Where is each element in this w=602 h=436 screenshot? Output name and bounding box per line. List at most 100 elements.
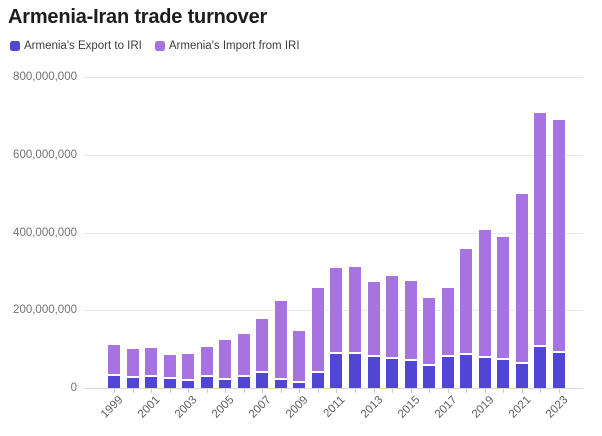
bar-segment-export-2007 (255, 372, 270, 388)
x-axis-label-2023: 2023 (543, 394, 571, 421)
x-axis-baseline (84, 388, 583, 389)
x-axis-label-2001: 2001 (135, 394, 163, 421)
bar-segment-import-2004 (199, 346, 214, 377)
bar-segment-import-2012 (348, 265, 363, 353)
x-axis-tick (484, 389, 486, 393)
bar-segment-export-2006 (236, 376, 251, 388)
y-axis-tick-label: 800,000,000 (13, 71, 77, 83)
x-axis-tick (225, 389, 227, 393)
x-axis-tick (410, 389, 412, 393)
y-gridline (84, 232, 583, 234)
bar-segment-import-2005 (218, 339, 233, 379)
bar-segment-import-2020 (496, 235, 511, 360)
bar-segment-export-2014 (385, 358, 400, 388)
x-axis-tick (151, 389, 153, 393)
bar-segment-export-2016 (422, 364, 437, 388)
legend-item-import: Armenia's Import from IRI (154, 40, 300, 52)
bar-segment-export-2021 (514, 362, 529, 388)
bar-segment-export-2013 (366, 355, 381, 388)
bar-segment-import-2021 (514, 192, 529, 363)
bar-segment-import-2015 (403, 280, 418, 361)
bar-segment-export-2002 (162, 378, 177, 388)
import-color-swatch (154, 41, 165, 51)
x-axis-tick (466, 389, 468, 393)
y-axis-tick-label: 400,000,000 (13, 226, 77, 239)
x-axis-label-2007: 2007 (247, 394, 274, 421)
x-axis-label-2019: 2019 (469, 394, 497, 421)
bar-segment-import-2022 (533, 111, 548, 346)
bar-segment-import-2013 (366, 281, 381, 356)
y-gridline (84, 154, 583, 156)
bar-segment-import-2016 (422, 297, 437, 365)
x-axis-tick (243, 389, 245, 393)
x-axis-tick (280, 389, 282, 393)
bar-segment-import-2014 (385, 274, 400, 359)
legend-item-export: Armenia's Export to IRI (10, 40, 142, 52)
x-axis-tick (336, 389, 338, 393)
x-axis-label-2017: 2017 (432, 394, 460, 421)
x-axis-tick (429, 389, 431, 393)
bar-segment-export-2008 (273, 378, 288, 388)
x-axis-tick (503, 389, 505, 393)
x-axis-label-2009: 2009 (284, 394, 311, 421)
x-axis-tick (355, 389, 357, 393)
y-axis-tick-label: 0 (70, 382, 77, 394)
bar-segment-import-2018 (459, 248, 474, 354)
bar-segment-export-2005 (218, 378, 233, 388)
x-axis-tick (169, 389, 171, 393)
bar-segment-export-2020 (496, 359, 511, 388)
bar-segment-import-2017 (440, 287, 455, 356)
x-axis-label-1999: 1999 (98, 394, 126, 421)
bar-segment-import-2019 (477, 229, 492, 357)
bar-segment-export-2000 (125, 377, 140, 388)
bar-segment-export-2009 (292, 382, 307, 388)
x-axis-tick (262, 389, 264, 393)
bar-segment-import-2007 (255, 318, 270, 373)
bar-segment-export-1999 (107, 375, 121, 388)
x-axis-label-2005: 2005 (210, 394, 237, 421)
bar-segment-export-2012 (348, 353, 363, 388)
bar-segment-import-2010 (310, 287, 325, 373)
bar-segment-import-2002 (162, 354, 177, 379)
x-axis-tick (206, 389, 208, 393)
legend: Armenia's Export to IRI Armenia's Import… (10, 40, 300, 52)
export-color-swatch (10, 41, 20, 51)
x-axis-label-2013: 2013 (358, 394, 386, 421)
x-axis-tick (521, 389, 523, 393)
bar-segment-import-2011 (329, 267, 344, 353)
chart-title: Armenia-Iran trade turnover (8, 6, 268, 28)
x-axis-label-2011: 2011 (321, 394, 348, 420)
x-axis-tick (188, 389, 190, 393)
bar-segment-import-2006 (236, 332, 251, 377)
x-axis-tick (540, 389, 542, 393)
y-gridline (84, 77, 583, 78)
bar-segment-import-2009 (292, 330, 307, 383)
bar-segment-import-2001 (144, 347, 159, 377)
x-axis-tick (558, 389, 560, 393)
bar-segment-export-2001 (144, 376, 159, 388)
bar-segment-export-2004 (199, 376, 214, 388)
x-axis-tick (392, 389, 394, 393)
x-axis-tick (132, 389, 134, 393)
y-axis-tick-label: 600,000,000 (13, 148, 77, 161)
bar-segment-import-2008 (273, 299, 288, 379)
x-axis-tick (373, 389, 375, 393)
bar-segment-import-1999 (107, 344, 121, 376)
x-axis-tick (299, 389, 301, 393)
bar-segment-export-2018 (459, 353, 474, 388)
legend-label-import: Armenia's Import from IRI (168, 40, 300, 52)
bar-segment-export-2011 (329, 353, 344, 388)
bar-segment-export-2015 (403, 360, 418, 388)
x-axis-label-2003: 2003 (173, 394, 200, 421)
bar-segment-export-2003 (181, 380, 196, 388)
bar-segment-import-2003 (181, 353, 196, 381)
bar-segment-export-2023 (551, 352, 566, 388)
x-axis-tick (317, 389, 319, 393)
x-axis-tick (114, 389, 115, 393)
x-axis-tick (447, 389, 449, 393)
bar-segment-export-2022 (533, 345, 548, 388)
bar-segment-export-2010 (310, 372, 325, 388)
bar-segment-import-2000 (125, 348, 140, 378)
